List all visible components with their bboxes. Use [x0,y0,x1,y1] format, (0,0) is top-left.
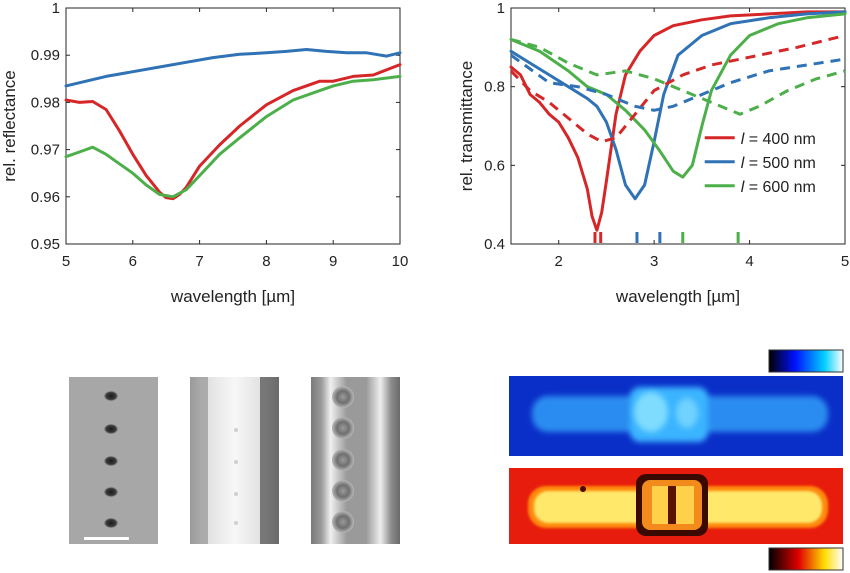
scale-bar [84,537,129,540]
series-line-dashed [510,38,846,116]
transmittance-x-axis-label: wavelength [µm] [615,287,740,306]
transmittance-y-axis-label: rel. transmittance [457,61,476,191]
dot [104,456,118,466]
series-line [64,74,402,199]
hot-map [509,468,843,544]
x-tick-label: 8 [262,253,270,270]
micrograph-dots [69,377,158,544]
reflectance-axes-box [65,7,401,245]
series-line [509,12,847,179]
micrograph-strip [190,377,279,544]
faint-spot [234,492,238,496]
reflectance-series [64,48,402,201]
hot-map-center-gap [668,486,676,524]
legend-label: l = 400 nm [741,131,816,148]
y-tick-label: 0.97 [31,142,60,159]
y-tick-label: 0.98 [31,94,60,111]
hot-colorbar [768,547,844,571]
series-line [509,10,847,232]
blue-map [509,376,843,456]
legend-variable: l [741,179,745,196]
bead [332,480,354,502]
series-line [509,10,847,201]
y-tick-label: 0.99 [31,47,60,64]
bead [332,511,354,533]
bead [332,449,354,471]
reflectance-ticks: 5 6 7 8 9 10 0.95 0.96 0.97 0.98 0.99 1 [31,0,409,270]
legend-label: l = 500 nm [741,155,816,172]
x-tick-label: 5 [62,253,70,270]
reflectance-chart: 5 6 7 8 9 10 0.95 0.96 0.97 0.98 0.99 1 wavelength … [0,0,408,306]
dot [104,424,118,434]
faint-spot [234,460,238,464]
hot-map-center-lobe [676,486,694,524]
y-tick-label: 1 [52,0,60,17]
transmittance-axes-box [510,7,846,245]
y-tick-label: 1 [497,0,505,17]
y-tick-label: 0.4 [484,236,505,253]
dot [104,518,118,528]
legend-variable: l [741,131,745,148]
x-tick-label: 7 [195,253,203,270]
x-tick-label: 5 [841,253,849,270]
bead [332,386,354,408]
x-tick-label: 6 [129,253,137,270]
legend-variable: l [741,155,745,172]
strip-right-edge [260,377,279,544]
hot-map-center-lobe [652,486,670,524]
legend-value: = 500 nm [744,155,816,172]
legend-value: = 600 nm [744,179,816,196]
transmittance-ticks: 2 3 4 5 0.4 0.6 0.8 1 [484,0,849,270]
x-tick-label: 9 [329,253,337,270]
x-tick-label: 4 [745,253,753,270]
micrograph-beads [311,377,400,544]
series-line-dashed [509,34,846,144]
legend-value: = 400 nm [744,131,816,148]
transmittance-series [509,10,847,232]
transmittance-legend: l = 400 nml = 500 nml = 600 nm [704,131,816,196]
reflectance-x-axis-label: wavelength [µm] [170,287,295,306]
series-line-dashed [510,53,846,112]
x-tick-label: 2 [555,253,563,270]
dot [104,391,118,401]
faint-spot [234,521,238,525]
x-tick-label: 10 [392,253,409,270]
legend-label: l = 600 nm [741,179,816,196]
bead [332,417,354,439]
blue-map-hotspot [676,398,698,428]
resonance-markers [593,232,740,243]
y-tick-label: 0.6 [484,157,505,174]
micrograph-beads-background [311,377,400,544]
reflectance-y-axis-label: rel. reflectance [0,70,19,182]
faint-spot [234,428,238,432]
y-tick-label: 0.8 [484,79,505,96]
series-line [64,48,402,88]
hot-map-spot [580,486,586,492]
dot [104,487,118,497]
y-tick-label: 0.96 [31,189,60,206]
x-tick-label: 3 [650,253,658,270]
blue-colorbar [768,349,844,373]
y-tick-label: 0.95 [31,236,60,253]
blue-map-hotspot [634,392,668,432]
transmittance-chart: 2 3 4 50.40.60.81 l = 400 nml = 500 nml = 6… [457,0,849,306]
strip-left-edge [190,377,208,544]
